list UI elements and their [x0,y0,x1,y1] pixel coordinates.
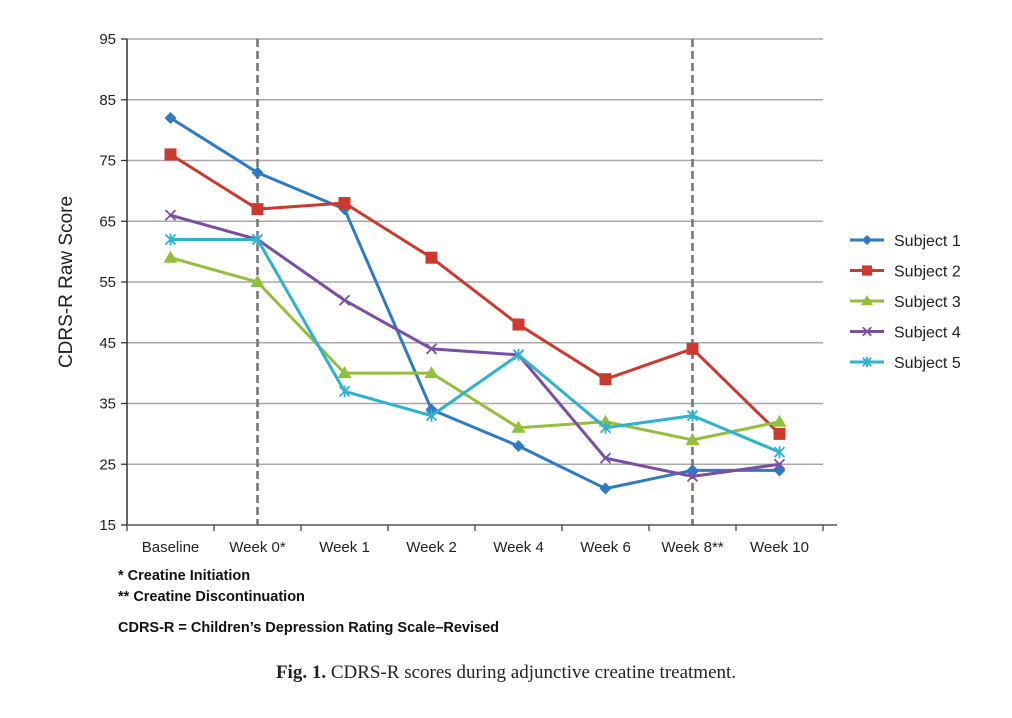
legend-label: Subject 4 [894,325,961,342]
series-line [170,237,781,454]
marker-x [862,326,872,337]
legend-label: Subject 5 [894,355,961,372]
marker-diamond [251,166,264,179]
footnote-initiation: * Creatine Initiation [118,568,251,584]
marker-triangle [337,366,352,379]
figure-label: Fig. 1. [275,662,327,683]
marker-square [251,203,264,216]
legend: Subject 1 Subject 2 Subject 3 Subject 4 Subj… [850,233,961,372]
marker-square [773,427,786,440]
x-tick-label: Week 8** [661,539,723,556]
legend-item: Subject 1 [850,233,961,250]
marker-x [164,209,177,221]
marker-x [599,452,612,464]
y-tick-label: 75 [99,153,116,170]
marker-diamond [861,234,873,246]
marker-diamond [512,440,525,453]
y-tick-label: 95 [99,31,116,48]
legend-label: Subject 1 [894,233,961,250]
marker-square [861,265,873,276]
marker-square [164,148,177,161]
x-tick-label: Week 2 [406,539,457,556]
x-tick-label: Week 4 [493,539,544,556]
marker-star [164,233,177,246]
y-axis-title: CDRS-R Raw Score [56,196,77,368]
marker-triangle [861,295,873,306]
marker-star [599,421,612,434]
legend-item: Subject 3 [850,294,961,311]
footnote-abbreviation: CDRS-R = Children’s Depression Rating Sc… [118,620,500,636]
marker-star [338,385,351,398]
marker-square [599,373,612,386]
marker-star [512,348,525,361]
marker-triangle [163,250,178,263]
marker-triangle [685,432,700,445]
x-tick-label: Baseline [142,539,200,556]
axes [121,38,837,531]
legend-item: Subject 4 [850,325,961,342]
marker-square [686,342,699,355]
series-2 [164,148,786,440]
marker-x [425,343,438,355]
marker-x [686,470,699,483]
marker-square [425,251,438,264]
figure-caption-text: CDRS-R scores during adjunctive creatine… [326,662,737,683]
series-3 [163,250,787,445]
marker-triangle [424,366,439,379]
y-tick-label: 65 [99,213,116,230]
marker-star [251,233,264,246]
y-tick-label: 45 [99,335,116,352]
legend-label: Subject 3 [894,294,961,311]
marker-star [425,409,438,422]
x-tick-label: Week 1 [319,539,370,556]
figure-caption: Fig. 1. CDRS-R scores during adjunctive … [0,662,1012,684]
series-5 [164,233,786,459]
marker-x [338,294,351,306]
marker-star [862,356,872,368]
series-line [170,213,780,478]
series-line [170,256,780,442]
x-tick-label: Week 6 [580,539,631,556]
marker-diamond [599,482,612,495]
y-tick-label: 35 [99,396,116,413]
y-tick-label: 25 [99,456,116,473]
marker-diamond [164,111,177,124]
legend-item: Subject 2 [850,264,961,281]
legend-item: Subject 5 [850,355,961,372]
footnote-discontinuation: ** Creatine Discontinuation [118,589,305,605]
marker-triangle [772,414,787,427]
footnotes: * Creatine Initiation ** Creatine Discon… [118,566,499,639]
legend-label: Subject 2 [894,264,961,281]
y-tick-label: 85 [99,92,116,109]
series-group [163,111,787,495]
marker-star [773,446,786,459]
marker-x [773,458,786,470]
marker-square [512,318,525,331]
x-tick-label: Week 10 [750,539,809,556]
y-tick-labels: 15 25 35 45 55 65 75 85 95 [99,31,116,534]
series-line [169,153,781,435]
marker-triangle [511,420,526,433]
marker-star [686,409,699,422]
y-tick-label: 15 [99,517,116,534]
gridlines [127,38,823,466]
marker-square [338,197,351,210]
x-tick-label: Week 0* [229,539,286,556]
marker-triangle [250,275,265,287]
x-tick-labels: Baseline Week 0* Week 1 Week 2 Week 4 Week 6 W… [142,539,809,556]
y-tick-label: 55 [99,274,116,291]
